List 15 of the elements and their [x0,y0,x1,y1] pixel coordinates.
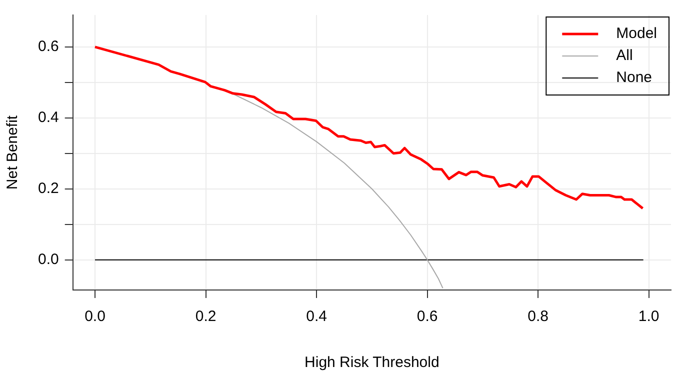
y-tick-label: 0.2 [38,180,59,198]
x-tick-label: 0.6 [416,308,438,326]
legend-label: None [616,69,652,86]
y-axis-title: Net Benefit [4,114,22,190]
y-tick-label: 0.0 [38,250,59,268]
x-axis-title: High Risk Threshold [304,354,440,372]
legend-label: Model [616,25,658,42]
x-tick-label: 0.0 [84,308,106,326]
x-tick-label: 0.4 [306,308,327,326]
x-tick-label: 1.0 [638,308,660,326]
y-tick-label: 0.4 [38,109,59,126]
x-tick-label: 0.8 [528,308,549,326]
legend-label: All [616,47,633,64]
y-tick-label: 0.6 [38,38,59,56]
x-tick-label: 0.2 [195,308,216,326]
